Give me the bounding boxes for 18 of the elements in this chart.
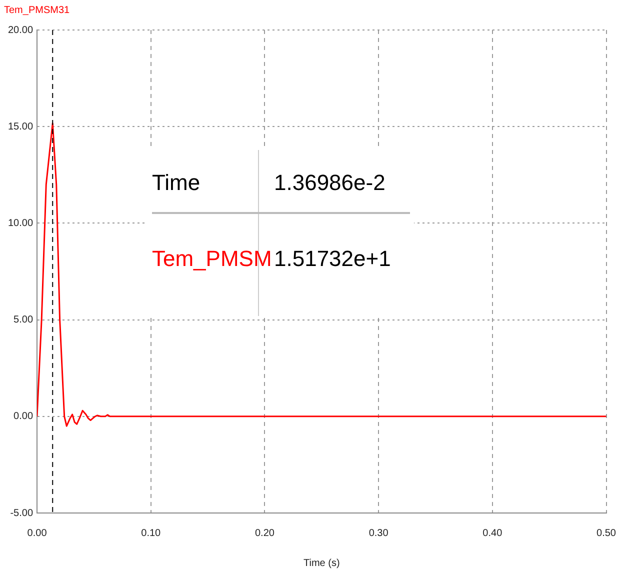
annotation: 1.51732e+1: [274, 246, 391, 272]
y-tick-label: 10.00: [8, 218, 34, 229]
x-axis-title: Time (s): [304, 558, 340, 569]
x-tick-label: 0.20: [254, 528, 275, 539]
y-tick-label: 20.00: [8, 24, 34, 36]
x-tick-label: 0.50: [596, 528, 616, 539]
y-tick-label: 0.00: [14, 411, 34, 422]
annotation: Time: [152, 170, 200, 196]
x-tick-label: 0.10: [141, 528, 162, 539]
chart-title: Tem_PMSM31: [4, 4, 70, 16]
x-tick-label: 0.00: [27, 528, 48, 539]
y-tick-label: -5.00: [10, 508, 34, 519]
text: Tem_PMSM: [152, 246, 272, 272]
y-tick-label: 5.00: [14, 314, 34, 326]
x-tick-label: 0.40: [482, 528, 503, 539]
annotation: 1.36986e-2: [274, 170, 386, 196]
y-tick-label: 15.00: [8, 121, 34, 132]
x-tick-label: 0.30: [368, 528, 389, 539]
